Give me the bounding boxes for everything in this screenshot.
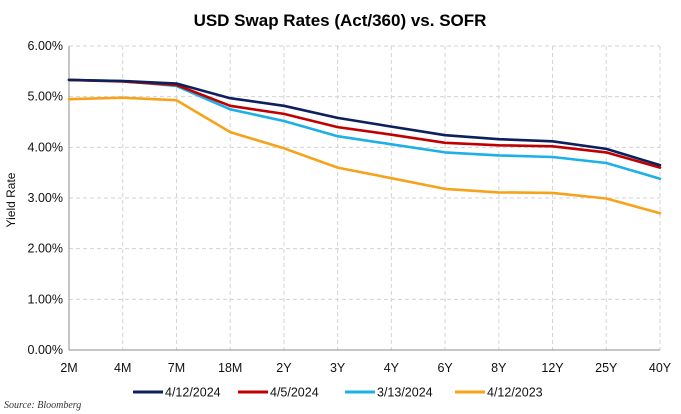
legend-label-2: 3/13/2024 [377, 386, 433, 400]
y-tick-label: 4.00% [28, 140, 63, 154]
legend-label-1: 4/5/2024 [270, 386, 319, 400]
x-tick-label: 18M [218, 361, 242, 375]
y-axis-label: Yield Rate [4, 172, 18, 227]
legend-label-0: 4/12/2024 [165, 386, 221, 400]
x-tick-label: 8Y [491, 361, 507, 375]
x-tick-label: 6Y [437, 361, 453, 375]
x-tick-label: 25Y [595, 361, 618, 375]
x-tick-label: 2Y [276, 361, 292, 375]
legend-label-3: 4/12/2023 [487, 386, 543, 400]
series-line-2 [67, 78, 662, 180]
series-lines [67, 78, 662, 215]
grid [69, 45, 661, 350]
axes: 0.00% 1.00% 2.00% 3.00% 4.00% 5.00% 6.00% 2M 4M 7… [28, 39, 672, 375]
legend: 4/12/2024 4/5/2024 3/13/2024 4/12/2023 [133, 386, 543, 400]
y-tick-label: 0.00% [28, 343, 63, 357]
x-tick-label: 2M [60, 361, 77, 375]
series-line-0 [67, 78, 662, 167]
x-tick-label: 12Y [541, 361, 564, 375]
source-note: Source: Bloomberg [4, 400, 81, 411]
series-line-1 [67, 78, 662, 169]
x-tick-label: 3Y [330, 361, 346, 375]
series-line-3 [67, 96, 662, 215]
x-tick-label: 4Y [384, 361, 400, 375]
y-tick-label: 1.00% [28, 292, 63, 306]
x-tick-label: 40Y [649, 361, 672, 375]
y-tick-label: 2.00% [28, 242, 63, 256]
x-tick-label: 7M [168, 361, 185, 375]
y-tick-label: 3.00% [28, 191, 63, 205]
x-tick-label: 4M [114, 361, 131, 375]
y-tick-label: 5.00% [28, 90, 63, 104]
chart-title: USD Swap Rates (Act/360) vs. SOFR [194, 11, 487, 30]
y-tick-label: 6.00% [28, 39, 63, 53]
